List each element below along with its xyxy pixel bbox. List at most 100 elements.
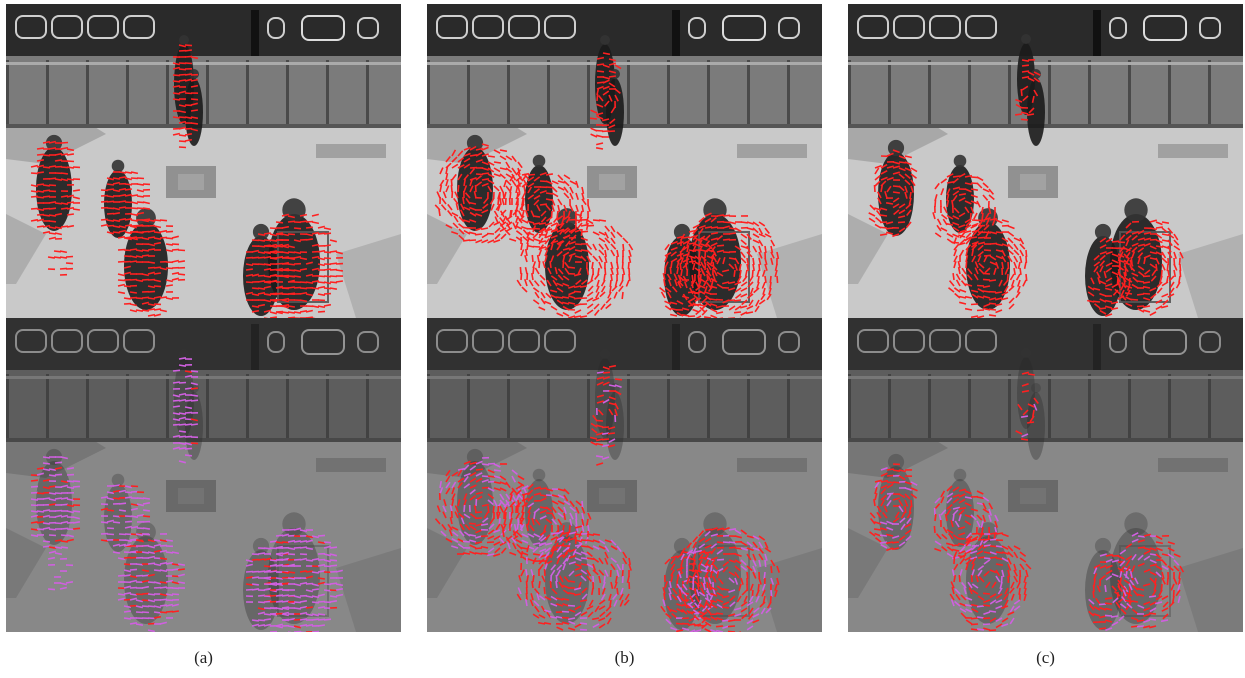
motion-vector <box>1007 551 1014 558</box>
motion-vector <box>1001 545 1009 550</box>
motion-vector <box>551 588 558 595</box>
motion-vector <box>305 575 313 579</box>
motion-vector <box>147 605 156 608</box>
motion-vector <box>569 180 577 185</box>
motion-vector <box>1117 269 1121 277</box>
motion-vector <box>311 618 320 621</box>
motion-vector <box>586 518 589 527</box>
motion-vector <box>721 588 730 591</box>
cart-frame <box>277 231 329 303</box>
motion-vector <box>682 275 688 283</box>
motion-vector <box>153 563 161 567</box>
motion-vector <box>535 204 541 212</box>
motion-vector <box>30 514 38 518</box>
motion-vector <box>697 576 700 585</box>
motion-vector <box>136 514 145 517</box>
motion-vector <box>515 186 519 194</box>
motion-vector <box>710 314 718 318</box>
motion-vector <box>613 291 618 299</box>
motion-vector <box>184 454 192 457</box>
motion-vector <box>36 510 45 513</box>
motion-vector <box>311 595 320 599</box>
motion-vector <box>1104 614 1113 617</box>
motion-vector <box>129 255 137 259</box>
motion-vector <box>483 511 489 519</box>
motion-vector <box>305 220 314 223</box>
motion-vector <box>605 303 612 310</box>
motion-vector <box>874 521 882 525</box>
motion-vector <box>619 587 624 595</box>
motion-vector <box>439 480 442 489</box>
motion-vector <box>562 602 570 607</box>
motion-vector <box>42 486 50 490</box>
motion-vector <box>762 595 766 603</box>
motion-vector <box>596 56 605 60</box>
motion-vector <box>1155 299 1163 304</box>
motion-vector <box>130 219 139 222</box>
barrier-post <box>1088 60 1091 128</box>
motion-vector <box>539 530 547 536</box>
motion-vector <box>172 412 181 416</box>
motion-vector <box>178 126 186 130</box>
motion-vector <box>873 528 882 531</box>
motion-vector <box>704 217 712 223</box>
motion-vector <box>536 254 540 263</box>
person-head <box>887 453 905 471</box>
motion-vector <box>123 574 132 577</box>
motion-vector <box>520 242 524 251</box>
motion-vector <box>42 154 51 157</box>
motion-vector <box>469 484 477 489</box>
motion-vector <box>59 586 67 590</box>
motion-vector <box>317 257 325 261</box>
motion-vector <box>1117 281 1121 289</box>
motion-vector <box>874 167 880 175</box>
motion-vector <box>988 502 994 510</box>
motion-vector <box>1027 77 1035 82</box>
motion-vector <box>670 626 678 631</box>
motion-vector <box>521 506 525 514</box>
train-window <box>857 15 889 39</box>
motion-vector <box>190 399 199 402</box>
motion-vector <box>60 146 69 150</box>
motion-vector <box>764 559 767 568</box>
motion-vector <box>1013 237 1021 242</box>
motion-vector <box>451 149 457 157</box>
motion-vector <box>1014 113 1023 116</box>
motion-vector <box>257 280 266 283</box>
motion-vector <box>614 378 623 381</box>
motion-vector <box>525 592 528 601</box>
motion-vector <box>172 418 181 422</box>
motion-vector <box>1130 625 1139 628</box>
motion-vector <box>1149 559 1157 564</box>
motion-vector <box>886 185 892 193</box>
barrier-post <box>86 60 89 128</box>
motion-vector <box>263 251 272 254</box>
motion-vector <box>129 248 138 251</box>
motion-vector <box>880 484 888 489</box>
motion-vector <box>123 271 131 275</box>
motion-vector <box>257 558 266 561</box>
motion-vector <box>1105 305 1113 309</box>
motion-vector <box>299 540 308 543</box>
motion-vector <box>1007 231 1015 237</box>
train-window <box>929 329 961 353</box>
motion-vector <box>481 161 489 166</box>
motion-vector <box>616 569 620 578</box>
motion-vector <box>106 509 115 512</box>
motion-vector <box>468 522 477 525</box>
motion-vector <box>305 606 314 609</box>
motion-vector <box>716 603 724 609</box>
motion-vector <box>567 266 576 269</box>
motion-vector <box>263 285 271 289</box>
motion-vector <box>305 226 313 229</box>
motion-vector <box>976 490 984 495</box>
motion-vector <box>269 540 278 543</box>
motion-vector <box>556 597 564 601</box>
motion-vector <box>1117 583 1121 591</box>
motion-vector <box>1010 279 1015 287</box>
motion-vector <box>722 214 731 217</box>
motion-vector <box>475 173 484 176</box>
motion-vector <box>977 569 983 577</box>
person-head <box>45 134 63 152</box>
motion-vector <box>335 269 344 272</box>
